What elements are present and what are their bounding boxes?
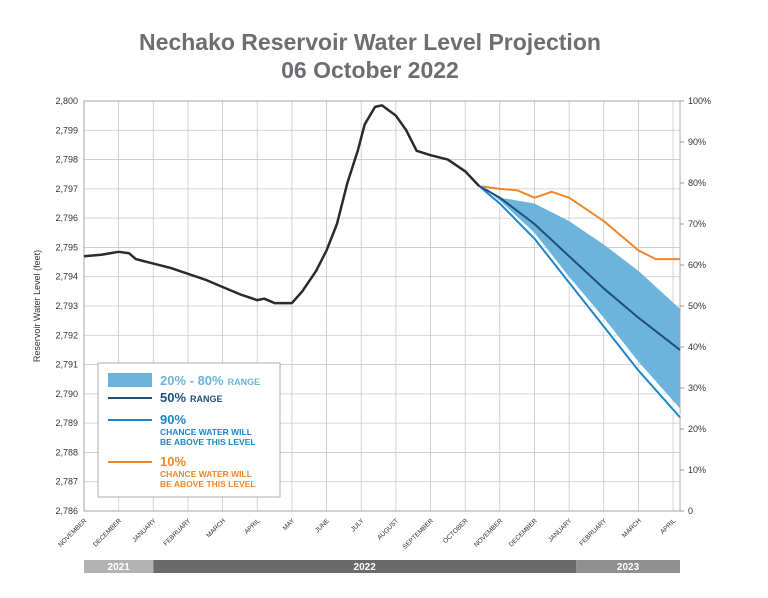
- y-axis-label: Reservoir Water Level (feet): [32, 250, 42, 362]
- chart-subtitle: 06 October 2022: [281, 57, 459, 83]
- y-tick-label: 2,788: [55, 447, 78, 457]
- legend-name: 90%: [160, 412, 186, 427]
- x-tick-label: JULY: [350, 517, 366, 533]
- x-tick-label: FEBRUARY: [578, 517, 608, 547]
- x-tick-label: OCTOBER: [442, 517, 470, 545]
- y2-tick-label: 80%: [688, 178, 706, 188]
- legend-name: 20% - 80%: [160, 373, 224, 388]
- y-tick-label: 2,789: [55, 418, 78, 428]
- y-tick-label: 2,798: [55, 155, 78, 165]
- legend-label: 50% RANGE: [160, 390, 223, 405]
- legend-suffix: RANGE: [228, 377, 261, 387]
- x-tick-label: MARCH: [621, 517, 643, 539]
- year-label: 2022: [354, 562, 377, 573]
- legend-label: 20% - 80% RANGE: [160, 373, 260, 388]
- range-band: [479, 185, 680, 409]
- y2-tick-label: 50%: [688, 301, 706, 311]
- legend-suffix: RANGE: [190, 394, 223, 404]
- y2-tick-label: 0: [688, 506, 693, 516]
- y2-tick-label: 60%: [688, 260, 706, 270]
- legend-label: 10%: [160, 454, 186, 469]
- y2-tick-label: 10%: [688, 465, 706, 475]
- legend-name: 10%: [160, 454, 186, 469]
- y2-tick-label: 90%: [688, 137, 706, 147]
- year-band: [576, 560, 680, 573]
- x-tick-label: JANUARY: [131, 517, 158, 544]
- legend-suffix-line: CHANCE WATER WILL: [160, 469, 252, 479]
- legend-suffix-line: BE ABOVE THIS LEVEL: [160, 437, 256, 447]
- y-tick-label: 2,790: [55, 389, 78, 399]
- x-tick-label: DECEMBER: [508, 517, 539, 548]
- legend-label: 90%: [160, 412, 186, 427]
- x-tick-label: MARCH: [205, 517, 227, 539]
- legend-suffix-line: BE ABOVE THIS LEVEL: [160, 479, 256, 489]
- y-tick-label: 2,792: [55, 330, 78, 340]
- legend-suffix-line: CHANCE WATER WILL: [160, 427, 252, 437]
- projection-line: [478, 185, 681, 351]
- year-band: [84, 560, 154, 573]
- y-tick-label: 2,797: [55, 184, 78, 194]
- y-tick-label: 2,795: [55, 242, 78, 252]
- x-tick-label: AUGUST: [376, 517, 400, 541]
- projection-line: [478, 185, 681, 418]
- x-tick-label: NOVEMBER: [57, 517, 88, 548]
- legend-suffix: CHANCE WATER WILL BE ABOVE THIS LEVEL: [160, 469, 256, 489]
- x-tick-label: NOVEMBER: [473, 517, 504, 548]
- y2-tick-label: 100%: [688, 96, 711, 106]
- x-tick-label: FEBRUARY: [162, 517, 192, 547]
- y2-tick-label: 30%: [688, 383, 706, 393]
- year-label: 2023: [617, 562, 640, 573]
- year-band: [153, 560, 577, 573]
- y-tick-label: 2,791: [55, 360, 78, 370]
- plot-frame: [83, 100, 681, 512]
- x-tick-label: DECEMBER: [92, 517, 123, 548]
- x-tick-label: MAY: [282, 517, 297, 532]
- y-tick-label: 2,796: [55, 213, 78, 223]
- y2-tick-label: 40%: [688, 342, 706, 352]
- history-line: [83, 104, 480, 305]
- legend-suffix: CHANCE WATER WILL BE ABOVE THIS LEVEL: [160, 427, 256, 447]
- legend-name: 50%: [160, 390, 186, 405]
- y2-tick-label: 70%: [688, 219, 706, 229]
- legend-swatch: [108, 373, 152, 387]
- chart-title: Nechako Reservoir Water Level Projection: [139, 29, 601, 55]
- y-tick-label: 2,787: [55, 477, 78, 487]
- x-tick-label: JUNE: [314, 517, 331, 534]
- x-tick-label: APRIL: [659, 517, 678, 536]
- year-label: 2021: [108, 562, 131, 573]
- x-tick-label: SEPTEMBER: [402, 517, 436, 551]
- y-tick-label: 2,800: [55, 96, 78, 106]
- x-tick-label: APRIL: [243, 517, 262, 536]
- y2-tick-label: 20%: [688, 424, 706, 434]
- x-tick-label: JANUARY: [547, 517, 574, 544]
- y-tick-label: 2,794: [55, 272, 78, 282]
- y-tick-label: 2,793: [55, 301, 78, 311]
- y-tick-label: 2,799: [55, 125, 78, 135]
- projection-line: [478, 184, 680, 261]
- y-tick-label: 2,786: [55, 506, 78, 516]
